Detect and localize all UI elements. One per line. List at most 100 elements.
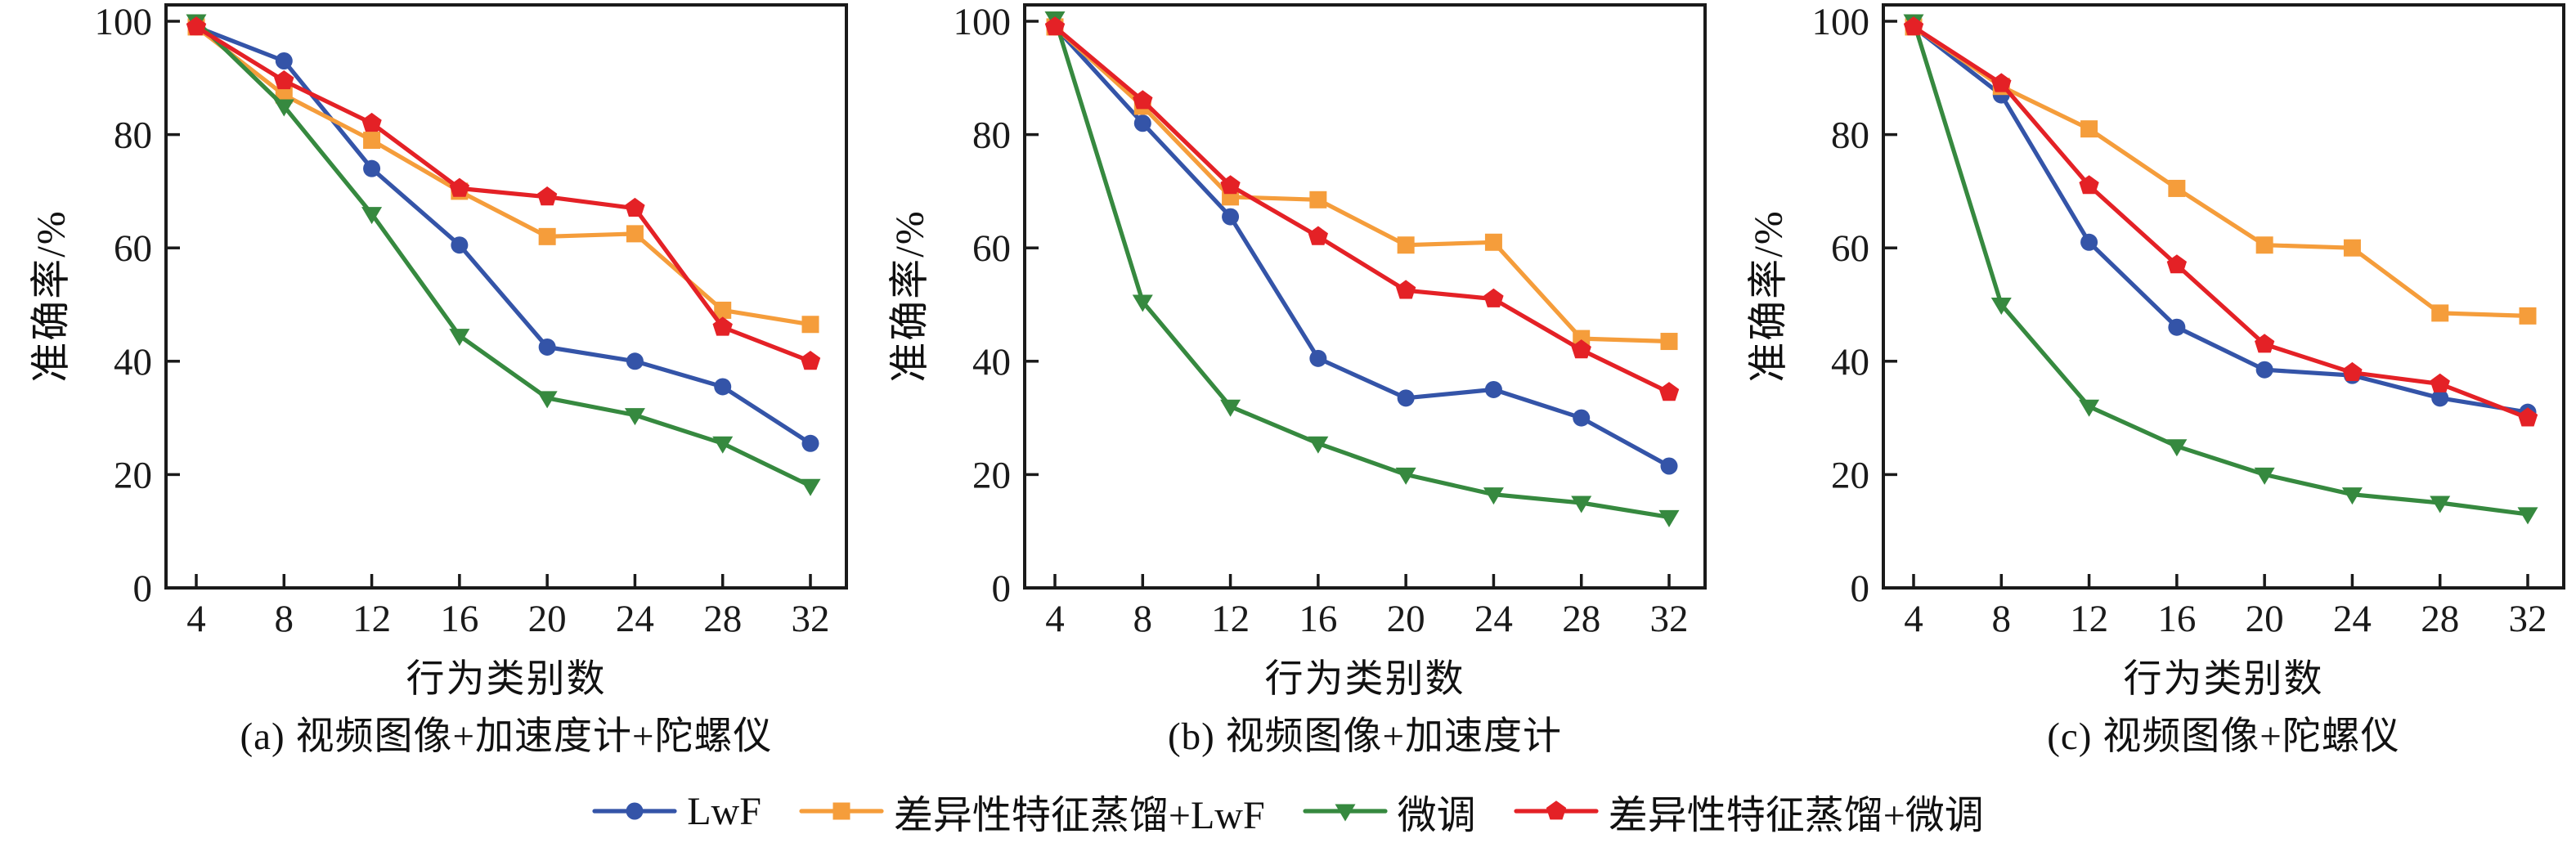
legend-glyph-distill-finetune	[1546, 800, 1566, 820]
caption-c: (c) 视频图像+陀螺仪	[2047, 715, 2400, 758]
series-marker-distill-lwf	[2519, 307, 2537, 325]
y-tick-label: 80	[972, 114, 1011, 157]
series-marker-lwf	[801, 434, 819, 452]
x-tick-label: 4	[1045, 598, 1065, 640]
series-marker-distill-finetune	[2517, 407, 2538, 427]
x-tick-label: 4	[1904, 598, 1923, 640]
y-tick-label: 60	[972, 227, 1011, 270]
legend-item-distill-lwf: 差异性特征蒸馏+LwF	[799, 782, 1265, 840]
series-marker-distill-finetune	[186, 16, 207, 36]
legend-glyph-lwf	[626, 802, 644, 820]
x-tick-label: 32	[792, 598, 830, 640]
series-marker-distill-finetune	[537, 186, 558, 206]
series-marker-lwf	[2168, 318, 2186, 336]
series-marker-finetune	[2430, 495, 2451, 513]
series-marker-finetune	[800, 478, 821, 496]
y-tick-label: 100	[954, 1, 1012, 43]
series-marker-finetune	[2254, 467, 2275, 485]
series-marker-distill-lwf	[2431, 304, 2449, 322]
y-tick-label: 0	[1851, 567, 1870, 610]
series-marker-finetune	[536, 391, 558, 409]
y-axis-label-c: 准确率/%	[1745, 209, 1791, 383]
series-marker-distill-finetune	[1133, 90, 1153, 110]
legend-marker-circle-icon	[592, 802, 677, 820]
y-tick-label: 60	[114, 227, 152, 270]
series-line-distill-finetune	[1911, 25, 2530, 420]
series-marker-distill-finetune	[2079, 175, 2099, 195]
series-marker-distill-finetune	[361, 112, 382, 132]
series-marker-distill-lwf	[626, 225, 644, 243]
x-tick-label: 28	[2421, 598, 2459, 640]
y-tick-label: 0	[992, 567, 1012, 610]
series-marker-lwf	[363, 159, 381, 177]
series-marker-finetune	[624, 408, 645, 426]
series-marker-finetune	[2166, 439, 2188, 457]
y-axis-label-b: 准确率/%	[886, 209, 932, 383]
legend-item-lwf: LwF	[592, 789, 761, 834]
series-marker-distill-finetune	[1308, 226, 1328, 245]
chart-panel-a: 4 8 12 16 20 24 28 32 0 20 40 60 80 100 准确率/% 行为类别数 (…	[0, 0, 859, 785]
legend-label-finetune: 微调	[1397, 794, 1476, 837]
x-tick-label: 4	[186, 598, 206, 640]
series-marker-distill-lwf	[714, 301, 732, 319]
chart-c-canvas: 4 8 12 16 20 24 28 32 0 20 40 60 80 100	[1812, 1, 2565, 640]
x-tick-label: 28	[703, 598, 742, 640]
series-marker-lwf	[626, 352, 644, 370]
legend-glyph-finetune	[1335, 804, 1356, 822]
series-marker-finetune	[449, 329, 470, 347]
x-tick-label: 8	[1992, 598, 2012, 640]
series-marker-distill-lwf	[538, 227, 556, 245]
series-marker-finetune	[1571, 495, 1592, 513]
series-marker-lwf	[714, 378, 732, 396]
series-marker-finetune	[2517, 507, 2538, 525]
x-tick-label: 16	[2157, 598, 2196, 640]
legend-marker-pentagon-icon	[1514, 800, 1599, 820]
legend-item-distill-finetune: 差异性特征蒸馏+微调	[1514, 782, 1984, 840]
series-marker-lwf	[1309, 349, 1327, 367]
series-marker-distill-finetune	[625, 197, 645, 217]
y-tick-label: 100	[95, 1, 153, 43]
y-tick-label: 100	[1812, 1, 1870, 43]
series-marker-finetune	[1220, 399, 1241, 417]
series-marker-finetune	[2341, 487, 2363, 505]
series-line-finetune	[1052, 16, 1672, 520]
plot-border	[1882, 3, 2565, 590]
series-marker-finetune	[1483, 487, 1504, 505]
series-marker-distill-finetune	[2342, 361, 2363, 381]
series-marker-lwf	[1397, 389, 1415, 407]
x-tick-label: 20	[528, 598, 567, 640]
series-marker-distill-finetune	[1658, 382, 1680, 401]
series-marker-finetune	[1395, 467, 1416, 485]
x-tick-label: 12	[2070, 598, 2108, 640]
chart-panel-c: 4 8 12 16 20 24 28 32 0 20 40 60 80 100 准确率/% 行为类别数 (…	[1717, 0, 2576, 785]
y-tick-label: 0	[133, 567, 153, 610]
series-marker-distill-finetune	[1903, 16, 1924, 36]
series-marker-distill-finetune	[274, 70, 294, 90]
x-tick-label: 32	[1650, 598, 1689, 640]
x-tick-label: 20	[2246, 598, 2284, 640]
series-marker-distill-lwf	[2080, 120, 2098, 138]
y-tick-label: 60	[1831, 227, 1869, 270]
plot-border	[164, 3, 848, 590]
y-tick-label: 40	[114, 341, 152, 383]
series-marker-finetune	[1308, 436, 1329, 454]
series-marker-distill-lwf	[363, 132, 381, 150]
plot-border	[1023, 3, 1707, 590]
series-marker-lwf	[2255, 361, 2273, 379]
series-marker-distill-finetune	[2430, 373, 2450, 392]
x-tick-label: 24	[2333, 598, 2372, 640]
series-marker-distill-finetune	[1991, 73, 2012, 92]
y-tick-label: 80	[114, 114, 152, 157]
series-line-distill-lwf	[194, 25, 813, 327]
y-tick-label: 20	[972, 454, 1011, 496]
series-marker-lwf	[2080, 233, 2098, 251]
series-line-finetune	[194, 19, 813, 488]
x-tick-label: 8	[1133, 598, 1153, 640]
series-line-finetune	[1911, 19, 2530, 517]
series-marker-finetune	[1132, 294, 1153, 312]
legend-glyph-distill-lwf	[832, 802, 850, 820]
series-marker-distill-lwf	[2255, 236, 2273, 254]
series-marker-distill-finetune	[1571, 339, 1591, 359]
series-marker-distill-finetune	[800, 351, 821, 370]
series-marker-distill-lwf	[1309, 191, 1327, 209]
